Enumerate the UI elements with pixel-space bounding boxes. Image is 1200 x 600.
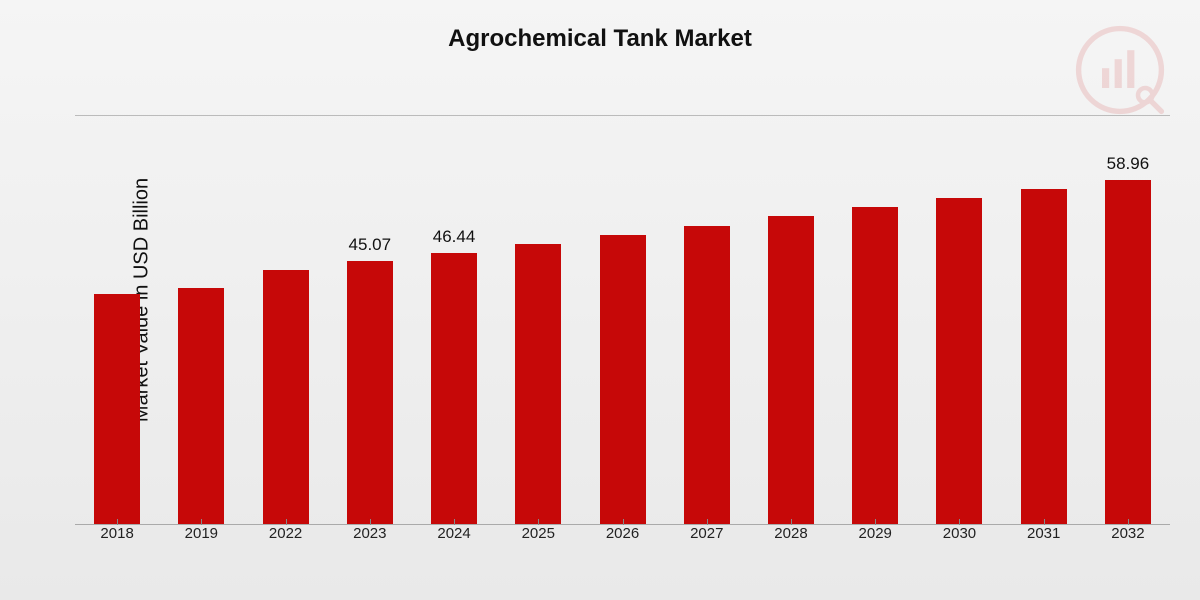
bar [94, 294, 140, 524]
bar-slot [917, 116, 1001, 524]
x-tick-label: 2023 [328, 525, 412, 550]
bar-slot [159, 116, 243, 524]
bar-slot: 46.44 [412, 116, 496, 524]
bar-slot: 58.96 [1086, 116, 1170, 524]
bar [768, 216, 814, 524]
bar [515, 244, 561, 524]
x-tick-label: 2030 [917, 525, 1001, 550]
bar-value-label: 46.44 [433, 227, 476, 247]
bar-slot [665, 116, 749, 524]
x-tick-label: 2024 [412, 525, 496, 550]
bar [178, 288, 224, 524]
x-tick-label: 2031 [1002, 525, 1086, 550]
bar [936, 198, 982, 524]
bar-value-label: 45.07 [349, 235, 392, 255]
x-tick-label: 2019 [159, 525, 243, 550]
bar-slot [749, 116, 833, 524]
bar [263, 270, 309, 524]
watermark-logo-icon [1075, 25, 1165, 115]
bar [347, 261, 393, 524]
bar-slot [580, 116, 664, 524]
bars-container: 45.07 46.44 58.96 [75, 115, 1170, 525]
bar-slot [75, 116, 159, 524]
x-tick-label: 2032 [1086, 525, 1170, 550]
x-axis: 2018201920222023202420252026202720282029… [75, 525, 1170, 550]
x-tick-label: 2026 [580, 525, 664, 550]
x-tick-label: 2025 [496, 525, 580, 550]
x-tick-label: 2022 [243, 525, 327, 550]
bar [852, 207, 898, 524]
bar-slot [496, 116, 580, 524]
bar-slot [1002, 116, 1086, 524]
bar [684, 226, 730, 524]
bar [1105, 180, 1151, 524]
x-tick-label: 2027 [665, 525, 749, 550]
bar [600, 235, 646, 524]
x-tick-label: 2029 [833, 525, 917, 550]
bar-slot [833, 116, 917, 524]
plot-area: 45.07 46.44 58.96 201820192022202320242025… [75, 115, 1170, 550]
chart-title: Agrochemical Tank Market [0, 25, 1200, 53]
bar-value-label: 58.96 [1107, 154, 1150, 174]
bar-slot [243, 116, 327, 524]
bar [1021, 189, 1067, 524]
bar-slot: 45.07 [328, 116, 412, 524]
x-tick-label: 2018 [75, 525, 159, 550]
x-tick-label: 2028 [749, 525, 833, 550]
bar [431, 253, 477, 524]
